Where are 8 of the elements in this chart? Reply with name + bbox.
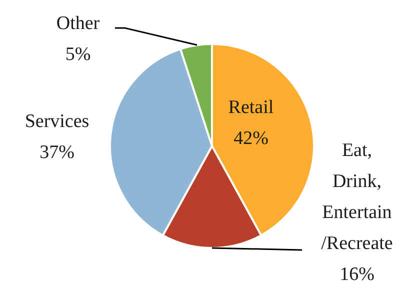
data-label: 42% xyxy=(234,128,269,149)
slice-label: Other xyxy=(56,13,100,34)
data-label: 37% xyxy=(40,142,75,163)
slice-label: Eat, Drink, Entertain /Recreate xyxy=(321,140,393,254)
data-label: 16% xyxy=(340,264,375,283)
slice-label: Retail xyxy=(228,97,274,118)
slice-label: Services xyxy=(24,111,90,132)
data-label: 5% xyxy=(65,44,91,65)
